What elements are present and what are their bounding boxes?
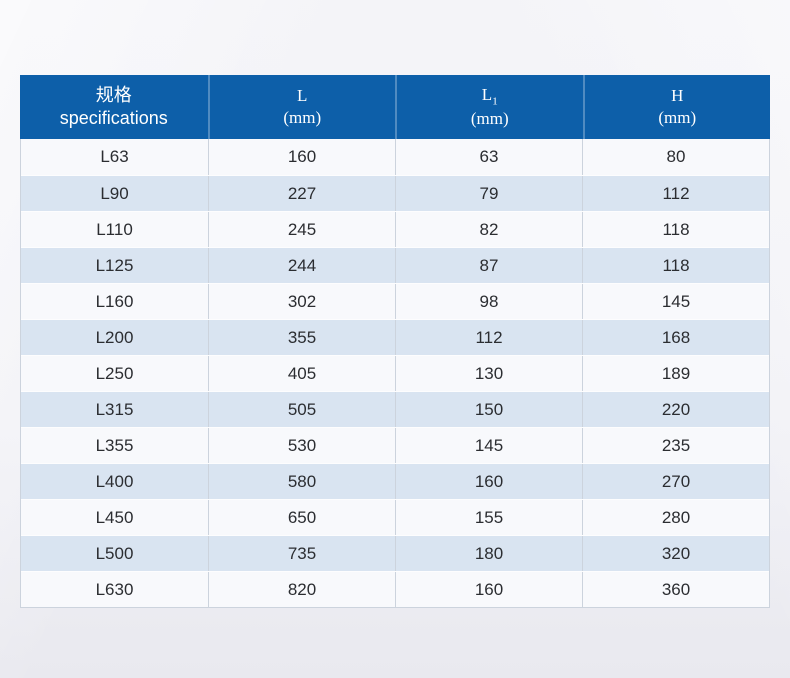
l1-cell: 150 [395, 392, 582, 427]
spec-cell: L125 [95, 255, 134, 275]
l-cell: 735 [208, 536, 395, 571]
header-l1-label: L1 [481, 84, 498, 108]
header-cell-l1: L1 (mm) [395, 75, 583, 139]
table-row: L200 355 112 168 [21, 319, 769, 355]
l-cell: 580 [208, 464, 395, 499]
l1-cell: 145 [395, 428, 582, 463]
table-row: L315 505 150 220 [21, 391, 769, 427]
spec-cell: L500 [95, 543, 134, 563]
h-cell: 320 [582, 536, 769, 571]
spec-cell: L110 [96, 219, 133, 239]
spec-cell: L450 [95, 507, 134, 527]
l-cell: 530 [208, 428, 395, 463]
h-cell: 118 [582, 212, 769, 247]
specifications-table: 规格 specifications L (mm) L1 (mm) H (mm) … [20, 75, 770, 608]
header-l-unit: (mm) [283, 108, 322, 127]
l1-cell: 82 [395, 212, 582, 247]
table-row: L160 302 98 145 [21, 283, 769, 319]
l-cell: 244 [208, 248, 395, 283]
header-l1-unit: (mm) [470, 109, 509, 129]
spec-cell: L400 [95, 471, 134, 491]
h-cell: 80 [582, 139, 769, 175]
l-cell: 355 [208, 320, 395, 355]
l1-cell: 87 [395, 248, 582, 283]
table-row: L450 650 155 280 [21, 499, 769, 535]
table-row: L630 820 160 360 [21, 571, 769, 607]
table-row: L90 227 79 112 [21, 175, 769, 211]
l-cell: 227 [208, 176, 395, 211]
l1-cell: 98 [395, 284, 582, 319]
l1-cell: 155 [395, 500, 582, 535]
h-cell: 112 [582, 176, 769, 211]
spec-cell: L250 [95, 363, 134, 383]
l1-cell: 160 [395, 464, 582, 499]
l1-cell: 112 [395, 320, 582, 355]
l1-cell: 130 [395, 356, 582, 391]
header-h-unit: (mm) [658, 108, 697, 127]
h-cell: 270 [582, 464, 769, 499]
header-cell-h: H (mm) [582, 75, 771, 139]
h-cell: 118 [582, 248, 769, 283]
h-cell: 189 [582, 356, 769, 391]
header-spec-zh: 规格 [95, 84, 132, 105]
table-row: L500 735 180 320 [21, 535, 769, 571]
spec-cell: L355 [95, 435, 134, 455]
spec-cell: L630 [95, 579, 134, 599]
table-row: L125 244 87 118 [21, 247, 769, 283]
header-l-label: L [297, 86, 308, 106]
table-body: L63 160 63 80 L90 227 79 112 L110 245 82… [20, 139, 770, 608]
h-cell: 360 [582, 572, 769, 607]
table-row: L250 405 130 189 [21, 355, 769, 391]
h-cell: 145 [582, 284, 769, 319]
l1-cell: 160 [395, 572, 582, 607]
l-cell: 405 [208, 356, 395, 391]
table-header-row: 规格 specifications L (mm) L1 (mm) H (mm) [20, 75, 770, 139]
l-cell: 160 [208, 139, 395, 175]
spec-cell: L315 [95, 399, 134, 419]
h-cell: 220 [582, 392, 769, 427]
spec-cell: L63 [100, 147, 129, 166]
spec-cell: L160 [95, 291, 134, 311]
table-row: L400 580 160 270 [21, 463, 769, 499]
header-cell-spec: 规格 specifications [20, 75, 208, 139]
spec-cell: L90 [100, 183, 129, 203]
l-cell: 650 [208, 500, 395, 535]
l-cell: 245 [208, 212, 395, 247]
header-spec-en: specifications [59, 108, 168, 128]
table-row: L355 530 145 235 [21, 427, 769, 463]
header-h-label: H [671, 86, 684, 106]
l1-cell: 63 [395, 139, 582, 175]
l-cell: 505 [208, 392, 395, 427]
spec-cell: L200 [95, 327, 134, 347]
header-cell-l: L (mm) [207, 75, 396, 139]
l-cell: 302 [208, 284, 395, 319]
l1-cell: 180 [395, 536, 582, 571]
table-row: L110 245 82 118 [21, 211, 769, 247]
l-cell: 820 [208, 572, 395, 607]
h-cell: 235 [582, 428, 769, 463]
table-row: L63 160 63 80 [21, 139, 769, 175]
l1-cell: 79 [395, 176, 582, 211]
h-cell: 280 [582, 500, 769, 535]
h-cell: 168 [582, 320, 769, 355]
